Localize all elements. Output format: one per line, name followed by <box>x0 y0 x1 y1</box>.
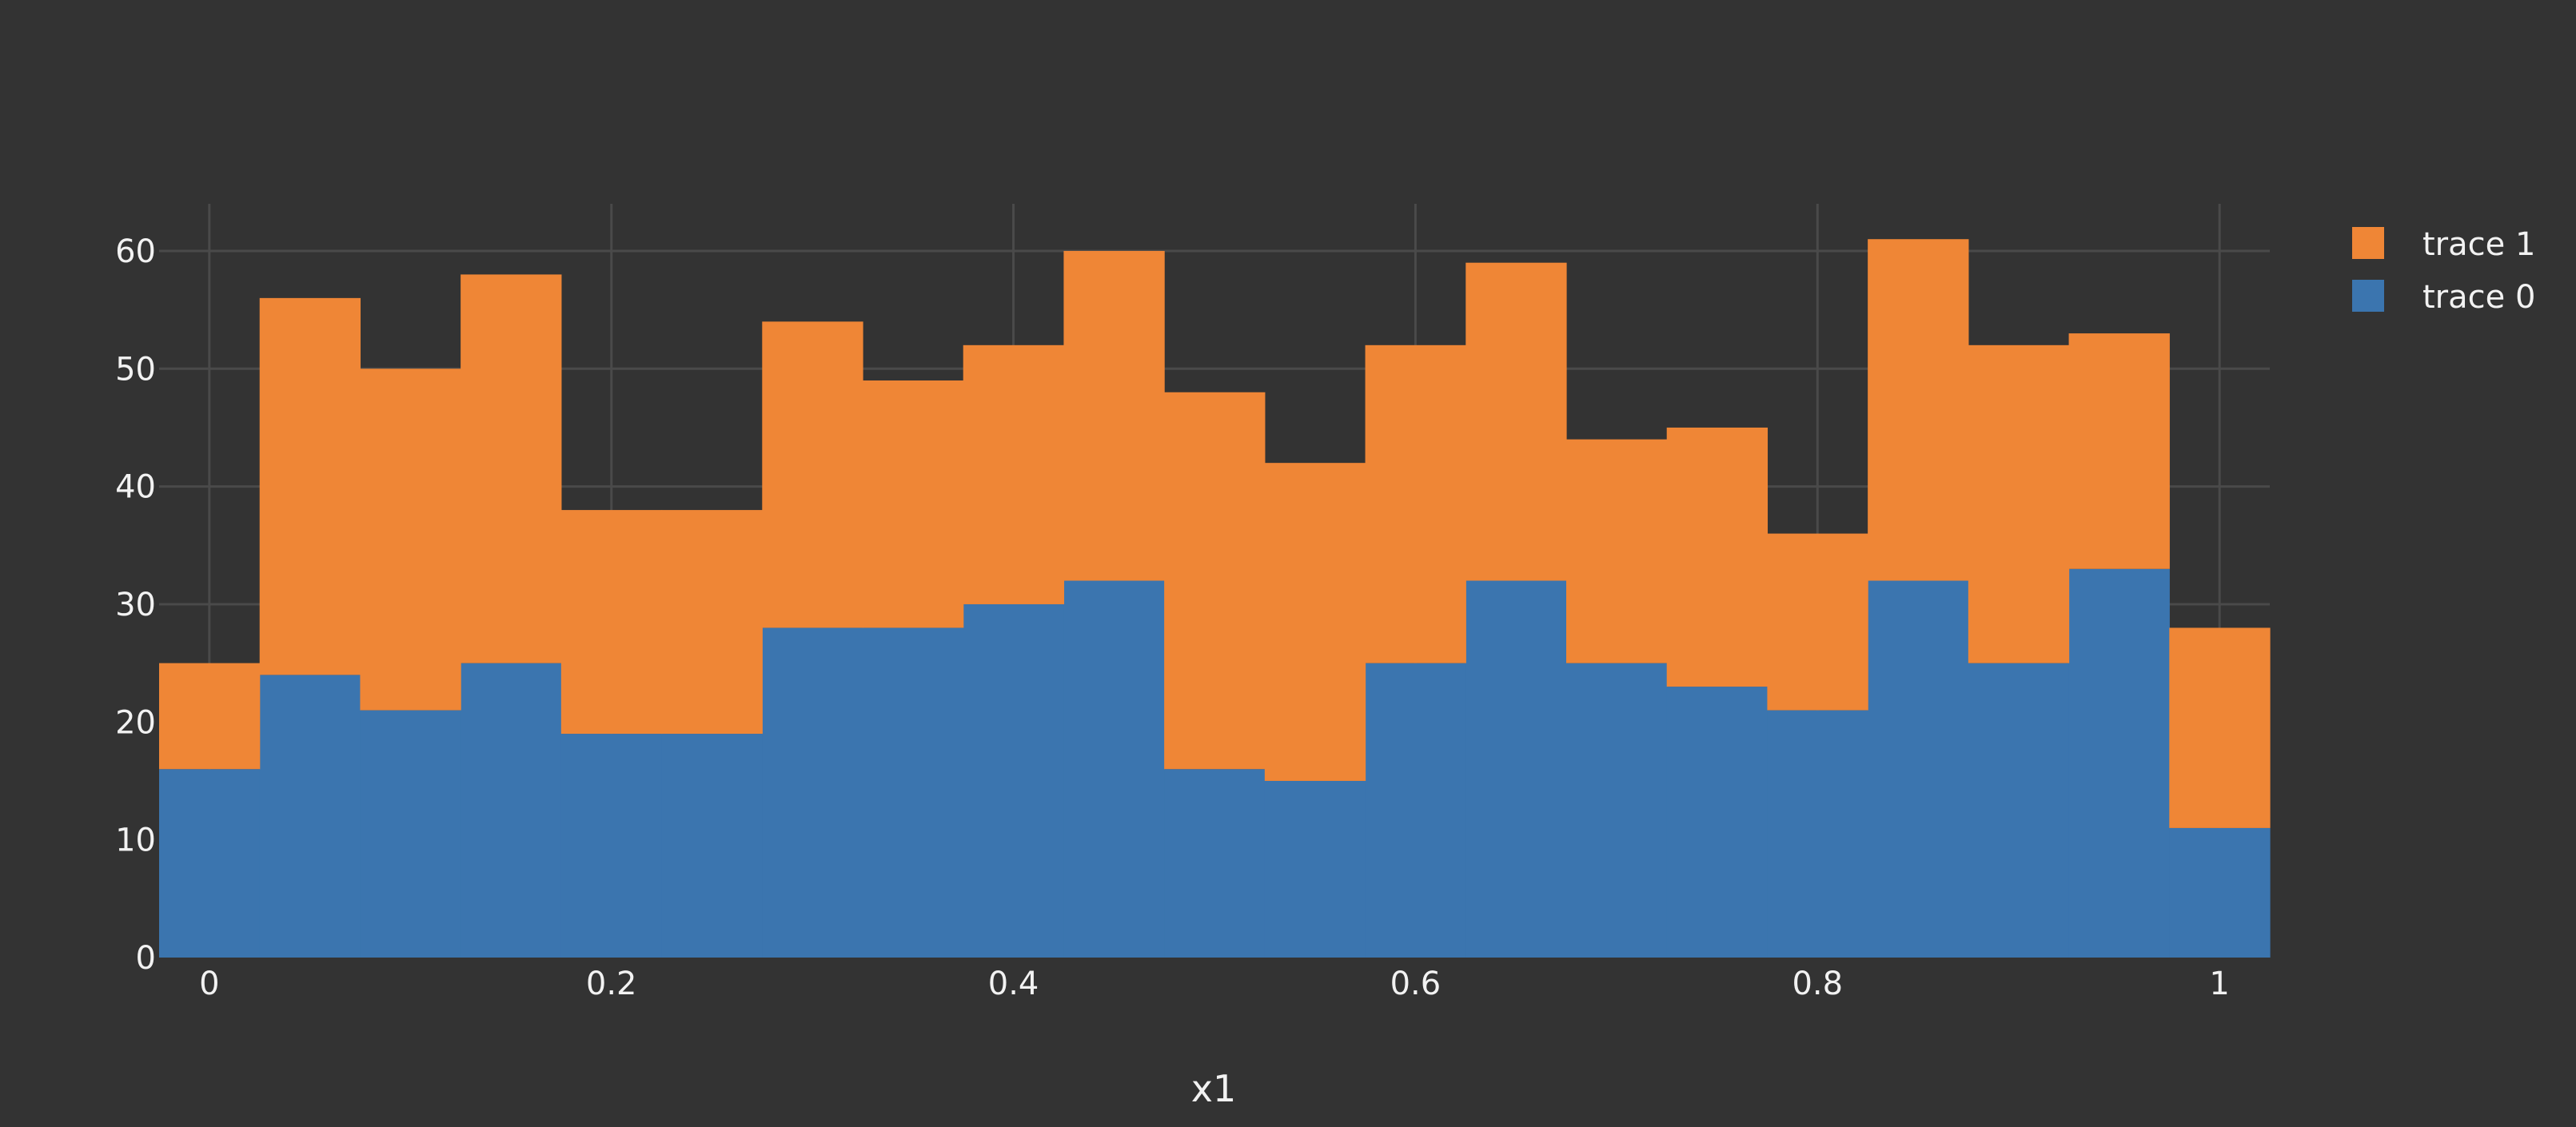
x-axis-ticks: 0 0.2 0.4 0.6 0.8 1 <box>199 966 2230 1002</box>
x-tick-label: 1 <box>2209 966 2229 1002</box>
legend-item-trace-0[interactable]: trace 0 <box>2352 279 2535 316</box>
bar-trace-0-17[interactable] <box>1868 580 1969 958</box>
legend[interactable]: trace 1 trace 0 <box>2352 226 2535 316</box>
bar-trace-1-4[interactable] <box>560 510 663 735</box>
bar-trace-1-2[interactable] <box>360 368 461 711</box>
bar-trace-1-13[interactable] <box>1465 262 1567 581</box>
bar-trace-1-8[interactable] <box>963 344 1065 604</box>
bar-trace-1-11[interactable] <box>1264 463 1366 781</box>
bar-trace-1-10[interactable] <box>1164 392 1266 770</box>
x-tick-label: 0.4 <box>988 966 1039 1002</box>
x-tick-label: 0.2 <box>586 966 637 1002</box>
bar-trace-0-7[interactable] <box>863 627 964 958</box>
bar-trace-0-2[interactable] <box>360 710 461 958</box>
bar-trace-1-6[interactable] <box>762 321 863 628</box>
bar-trace-1-16[interactable] <box>1767 533 1868 711</box>
bar-trace-1-5[interactable] <box>661 510 763 735</box>
bars <box>159 239 2271 958</box>
bar-trace-0-10[interactable] <box>1164 769 1266 958</box>
bar-trace-1-20[interactable] <box>2169 627 2271 828</box>
bar-trace-0-5[interactable] <box>661 734 763 958</box>
bar-trace-0-20[interactable] <box>2169 827 2271 958</box>
y-tick-label: 50 <box>115 351 156 388</box>
bar-trace-0-13[interactable] <box>1465 580 1567 958</box>
bar-trace-0-0[interactable] <box>159 769 261 958</box>
bar-trace-0-11[interactable] <box>1264 780 1366 958</box>
bar-trace-1-15[interactable] <box>1666 427 1769 687</box>
legend-swatch <box>2352 280 2384 312</box>
x-axis-title: x1 <box>1191 1067 1237 1110</box>
bar-trace-0-15[interactable] <box>1666 687 1769 958</box>
bar-trace-1-17[interactable] <box>1868 239 1969 581</box>
bar-trace-1-7[interactable] <box>863 380 964 628</box>
y-tick-label: 20 <box>115 704 156 741</box>
legend-label: trace 1 <box>2422 226 2535 263</box>
y-axis-ticks: 0 10 20 30 40 50 60 <box>115 233 156 977</box>
bar-trace-0-4[interactable] <box>560 734 663 958</box>
legend-item-trace-1[interactable]: trace 1 <box>2352 226 2535 263</box>
x-tick-label: 0.6 <box>1390 966 1442 1002</box>
bar-trace-0-6[interactable] <box>762 627 863 958</box>
bar-trace-0-19[interactable] <box>2068 568 2170 958</box>
bar-trace-1-9[interactable] <box>1063 250 1165 581</box>
bar-trace-1-14[interactable] <box>1566 439 1668 663</box>
bar-trace-0-1[interactable] <box>259 675 361 958</box>
bar-trace-0-3[interactable] <box>461 663 562 958</box>
y-tick-label: 40 <box>115 469 156 506</box>
bar-trace-0-14[interactable] <box>1566 663 1668 958</box>
bar-trace-1-3[interactable] <box>461 274 562 663</box>
bar-trace-1-0[interactable] <box>159 663 261 770</box>
bar-trace-1-18[interactable] <box>1968 344 2070 663</box>
legend-label: trace 0 <box>2422 279 2535 316</box>
y-tick-label: 10 <box>115 822 156 859</box>
bar-trace-0-8[interactable] <box>963 603 1065 958</box>
bar-trace-0-9[interactable] <box>1063 580 1165 958</box>
bar-trace-0-18[interactable] <box>1968 663 2070 958</box>
legend-swatch <box>2352 227 2384 259</box>
x-tick-label: 0 <box>199 966 219 1002</box>
bar-trace-1-19[interactable] <box>2068 333 2170 569</box>
bar-trace-1-1[interactable] <box>259 297 361 675</box>
x-tick-label: 0.8 <box>1792 966 1843 1002</box>
y-tick-label: 0 <box>136 940 156 977</box>
bar-trace-0-12[interactable] <box>1365 663 1466 958</box>
bar-trace-1-12[interactable] <box>1365 344 1466 663</box>
y-tick-label: 30 <box>115 587 156 623</box>
y-tick-label: 60 <box>115 233 156 270</box>
bar-trace-0-16[interactable] <box>1767 710 1868 958</box>
